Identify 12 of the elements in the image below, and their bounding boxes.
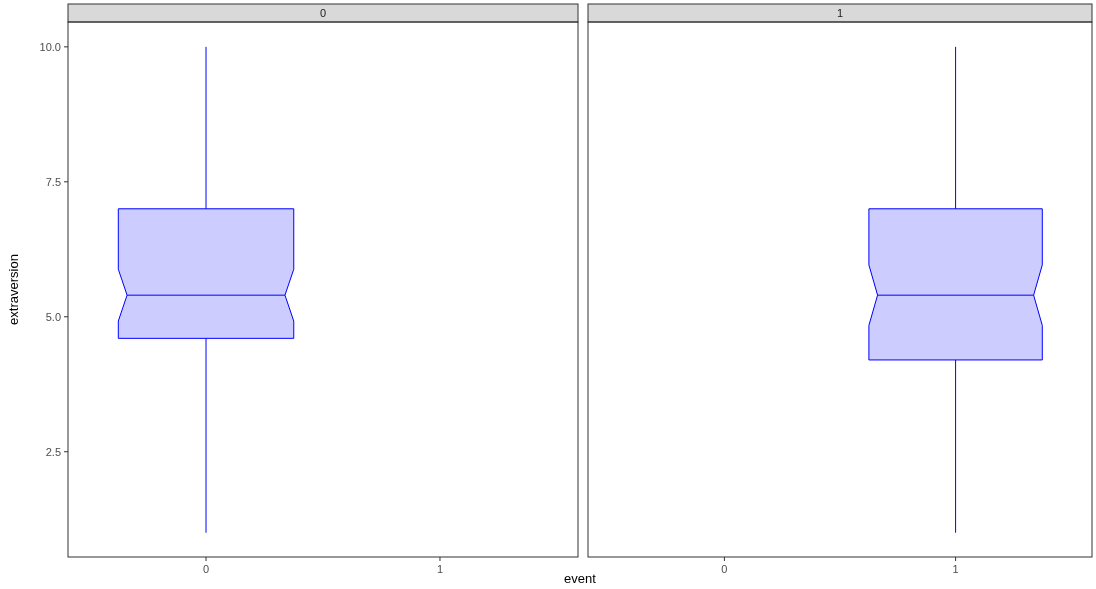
y-tick-label: 7.5 (45, 175, 61, 188)
x-tick-label: 1 (436, 563, 444, 575)
y-axis-title: extraversion (6, 254, 21, 325)
x-tick-label: 1 (952, 563, 959, 575)
chart-title: 1 (836, 7, 844, 19)
y-tick-label: 5.0 (45, 310, 61, 323)
x-axis-title: event (564, 571, 597, 586)
y-tick-label: 10.0 (39, 40, 61, 53)
x-tick-label: 0 (721, 563, 728, 575)
chart-title: 0 (319, 7, 327, 19)
y-tick-label: 2.5 (45, 445, 61, 458)
x-tick-label: 0 (202, 563, 210, 575)
